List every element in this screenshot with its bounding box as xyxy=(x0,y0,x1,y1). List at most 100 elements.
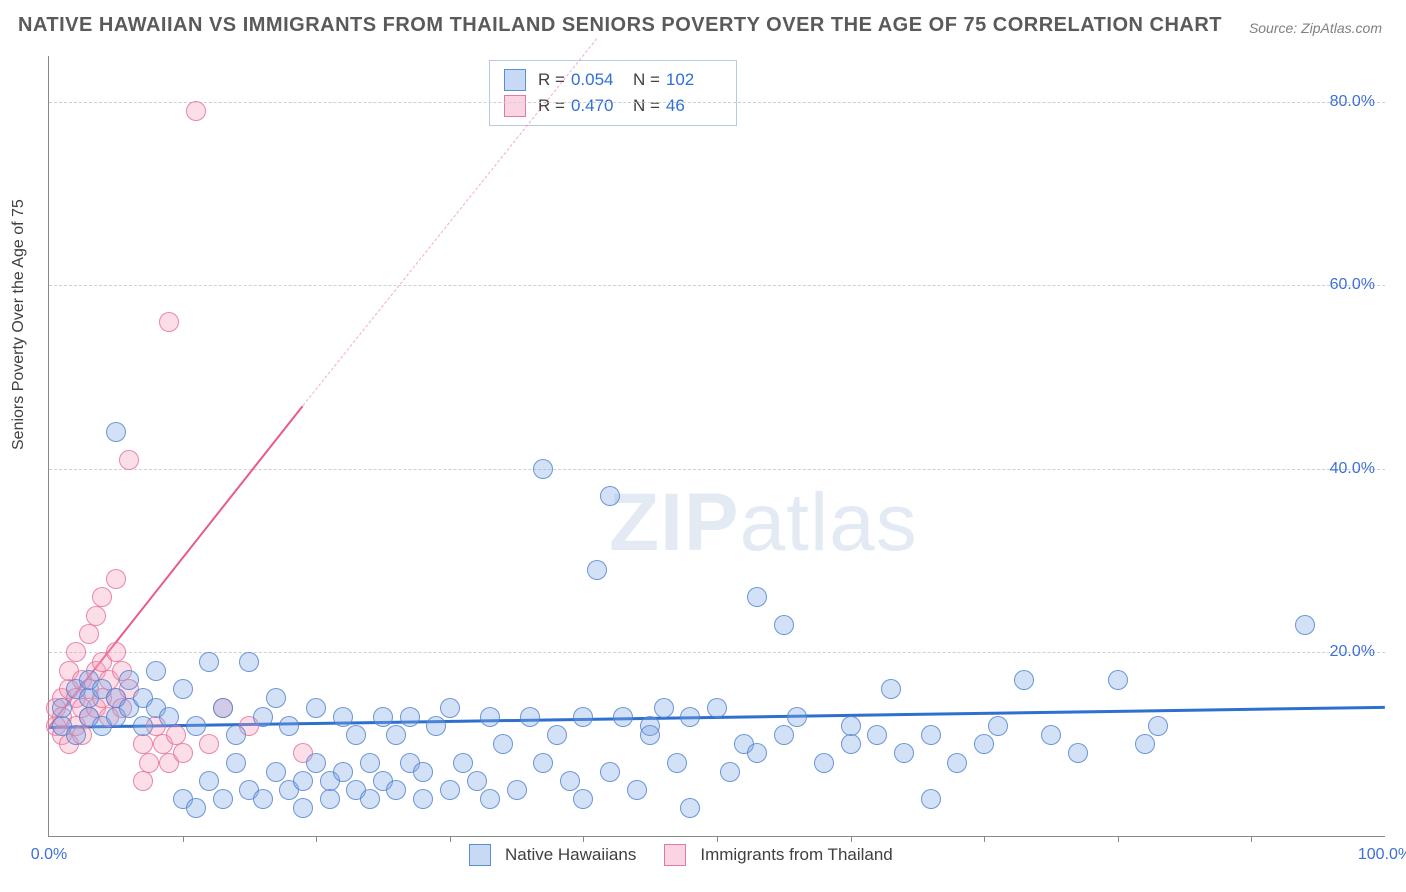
data-point xyxy=(226,725,246,745)
data-point xyxy=(279,716,299,736)
data-point xyxy=(841,734,861,754)
data-point xyxy=(1135,734,1155,754)
x-tick-minor xyxy=(984,836,985,842)
data-point xyxy=(440,780,460,800)
data-point xyxy=(547,725,567,745)
data-point xyxy=(239,652,259,672)
data-point xyxy=(667,753,687,773)
data-point xyxy=(333,762,353,782)
data-point xyxy=(253,789,273,809)
data-point xyxy=(453,753,473,773)
source-label: Source: ZipAtlas.com xyxy=(1249,20,1382,36)
data-point xyxy=(293,771,313,791)
data-point xyxy=(213,789,233,809)
data-point xyxy=(133,716,153,736)
data-point xyxy=(173,679,193,699)
data-point xyxy=(467,771,487,791)
data-point xyxy=(841,716,861,736)
stats-row-pink: R = 0.470 N = 46 xyxy=(504,93,722,119)
data-point xyxy=(440,698,460,718)
data-point xyxy=(867,725,887,745)
data-point xyxy=(947,753,967,773)
data-point xyxy=(106,422,126,442)
y-axis-label: Seniors Poverty Over the Age of 75 xyxy=(10,199,28,450)
legend-item-pink: Immigrants from Thailand xyxy=(664,844,892,866)
y-tick-label: 20.0% xyxy=(1330,643,1375,661)
data-point xyxy=(1068,743,1088,763)
data-point xyxy=(573,707,593,727)
legend-label: Immigrants from Thailand xyxy=(700,845,892,865)
data-point xyxy=(186,101,206,121)
data-point xyxy=(1014,670,1034,690)
data-point xyxy=(360,789,380,809)
data-point xyxy=(159,312,179,332)
data-point xyxy=(974,734,994,754)
data-point xyxy=(293,798,313,818)
data-point xyxy=(52,698,72,718)
x-tick-minor xyxy=(717,836,718,842)
data-point xyxy=(600,486,620,506)
data-point xyxy=(707,698,727,718)
data-point xyxy=(493,734,513,754)
x-tick-label: 0.0% xyxy=(31,846,67,864)
data-point xyxy=(199,771,219,791)
data-point xyxy=(774,615,794,635)
swatch-pink-icon xyxy=(504,95,526,117)
data-point xyxy=(213,698,233,718)
data-point xyxy=(253,707,273,727)
x-tick-minor xyxy=(583,836,584,842)
data-point xyxy=(186,716,206,736)
legend-label: Native Hawaiians xyxy=(505,845,636,865)
data-point xyxy=(106,642,126,662)
data-point xyxy=(533,753,553,773)
data-point xyxy=(226,753,246,773)
data-point xyxy=(680,707,700,727)
legend-item-blue: Native Hawaiians xyxy=(469,844,636,866)
data-point xyxy=(79,624,99,644)
data-point xyxy=(747,743,767,763)
data-point xyxy=(747,587,767,607)
data-point xyxy=(654,698,674,718)
gridline xyxy=(49,102,1385,103)
data-point xyxy=(507,780,527,800)
data-point xyxy=(774,725,794,745)
swatch-blue-icon xyxy=(469,844,491,866)
data-point xyxy=(386,725,406,745)
data-point xyxy=(92,587,112,607)
data-point xyxy=(386,780,406,800)
data-point xyxy=(894,743,914,763)
stats-row-blue: R = 0.054 N = 102 xyxy=(504,67,722,93)
data-point xyxy=(133,734,153,754)
data-point xyxy=(560,771,580,791)
data-point xyxy=(139,753,159,773)
data-point xyxy=(613,707,633,727)
data-point xyxy=(146,661,166,681)
data-point xyxy=(320,789,340,809)
data-point xyxy=(787,707,807,727)
data-point xyxy=(66,725,86,745)
data-point xyxy=(266,762,286,782)
swatch-blue-icon xyxy=(504,69,526,91)
data-point xyxy=(306,698,326,718)
x-tick-minor xyxy=(851,836,852,842)
y-tick-label: 80.0% xyxy=(1330,93,1375,111)
data-point xyxy=(159,707,179,727)
data-point xyxy=(1295,615,1315,635)
data-point xyxy=(306,753,326,773)
data-point xyxy=(600,762,620,782)
data-point xyxy=(119,450,139,470)
data-point xyxy=(881,679,901,699)
data-point xyxy=(86,606,106,626)
data-point xyxy=(186,798,206,818)
x-tick-label: 100.0% xyxy=(1358,846,1406,864)
gridline xyxy=(49,285,1385,286)
x-tick-minor xyxy=(450,836,451,842)
data-point xyxy=(360,753,380,773)
data-point xyxy=(66,642,86,662)
data-point xyxy=(166,725,186,745)
data-point xyxy=(173,743,193,763)
x-tick-minor xyxy=(316,836,317,842)
data-point xyxy=(266,688,286,708)
y-tick-label: 40.0% xyxy=(1330,460,1375,478)
data-point xyxy=(400,707,420,727)
